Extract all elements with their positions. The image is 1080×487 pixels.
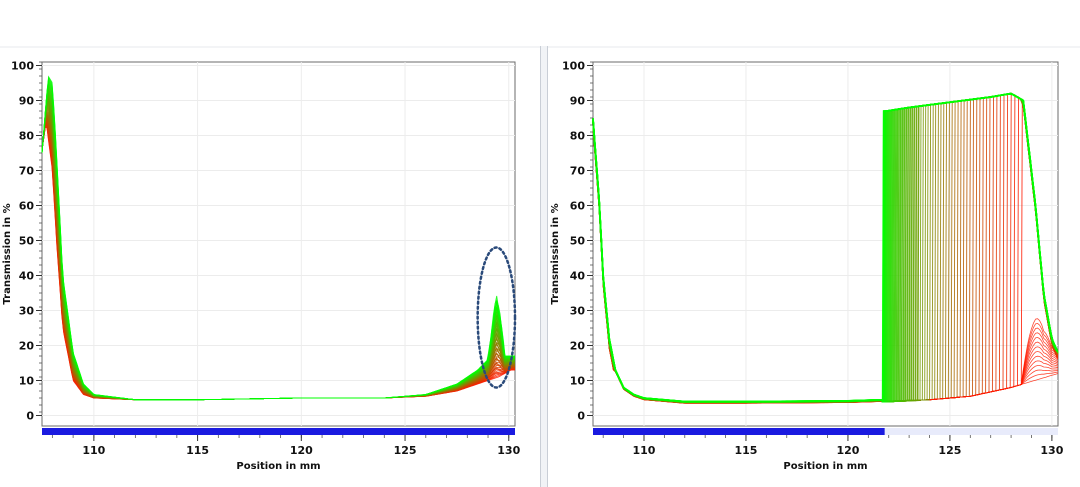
x-tick-label: 115 bbox=[734, 444, 757, 457]
position-bar-fill bbox=[42, 428, 515, 435]
series-line bbox=[41, 75, 515, 401]
series-lines bbox=[41, 75, 515, 401]
x-tick-label: 120 bbox=[836, 444, 859, 457]
y-tick-label: 40 bbox=[19, 270, 35, 283]
x-tick-label: 115 bbox=[186, 444, 209, 457]
y-tick-label: 100 bbox=[11, 60, 34, 73]
y-tick-label: 60 bbox=[570, 200, 586, 213]
x-tick-label: 110 bbox=[82, 444, 105, 457]
plot-area bbox=[41, 61, 516, 427]
y-tick-label: 70 bbox=[19, 165, 35, 178]
transmission-chart-right: 0 10 20 30 40 50 60 70 80 90 100 110 115 120 125 130 Pos… bbox=[550, 60, 1064, 473]
series-line bbox=[592, 92, 1059, 403]
chart-panel-right: 0 10 20 30 40 50 60 70 80 90 100 110 115 120 125 130 Pos… bbox=[548, 0, 1080, 487]
y-tick-label: 30 bbox=[19, 305, 35, 318]
highlight-ellipse bbox=[476, 246, 517, 389]
series-lines bbox=[592, 92, 1059, 404]
y-tick-label: 90 bbox=[19, 95, 35, 108]
y-tick-label: 20 bbox=[19, 340, 35, 353]
chart-panel-left: 0 10 20 30 40 50 60 70 80 90 100 110 115 120 125 130 Pos… bbox=[2, 60, 521, 473]
y-tick-label: 20 bbox=[570, 340, 586, 353]
x-tick-label: 130 bbox=[497, 444, 520, 457]
x-tick-label: 120 bbox=[290, 444, 313, 457]
y-tick-label: 90 bbox=[570, 95, 586, 108]
y-tick-label: 10 bbox=[570, 375, 586, 388]
plot-area bbox=[592, 61, 1059, 427]
y-tick-label: 40 bbox=[570, 270, 586, 283]
y-tick-label: 70 bbox=[570, 165, 586, 178]
position-bar-fill bbox=[593, 428, 885, 435]
x-tick-label: 125 bbox=[938, 444, 961, 457]
x-axis-title: Position in mm bbox=[783, 461, 867, 472]
y-tick-label: 50 bbox=[19, 235, 35, 248]
y-axis-title: Transmission in % bbox=[2, 203, 13, 304]
y-tick-label: 80 bbox=[570, 130, 586, 143]
panel-splitter[interactable] bbox=[540, 46, 548, 487]
y-axis-title: Transmission in % bbox=[550, 203, 561, 304]
x-tick-label: 125 bbox=[394, 444, 417, 457]
y-tick-label: 30 bbox=[570, 305, 586, 318]
y-tick-label: 80 bbox=[19, 130, 35, 143]
y-tick-label: 100 bbox=[562, 60, 585, 73]
y-tick-label: 60 bbox=[19, 200, 35, 213]
y-tick-label: 10 bbox=[19, 375, 35, 388]
series-line bbox=[929, 318, 1059, 401]
x-tick-label: 130 bbox=[1040, 444, 1063, 457]
x-axis-title: Position in mm bbox=[236, 461, 320, 472]
y-tick-label: 0 bbox=[26, 410, 34, 423]
y-tick-label: 50 bbox=[570, 235, 586, 248]
x-tick-label: 110 bbox=[633, 444, 656, 457]
y-tick-label: 0 bbox=[577, 410, 585, 423]
transmission-chart-left: 0 10 20 30 40 50 60 70 80 90 100 110 115 120 125 130 Pos… bbox=[2, 60, 521, 473]
